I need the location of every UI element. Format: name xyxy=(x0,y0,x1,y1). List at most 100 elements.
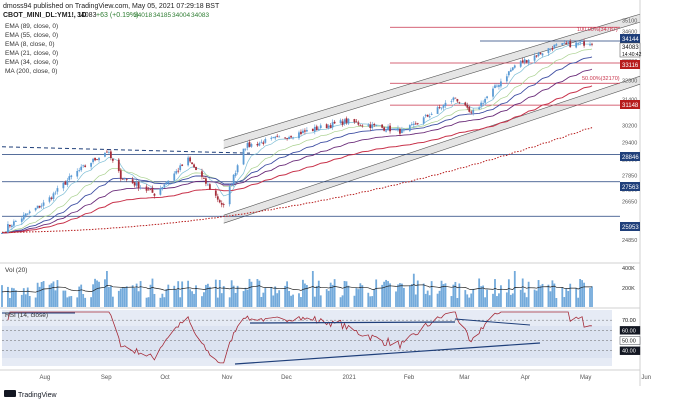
candle xyxy=(555,43,558,47)
volume-bar xyxy=(456,297,459,307)
candle xyxy=(250,142,253,148)
tradingview-logo[interactable]: TradingView xyxy=(4,390,57,399)
candle xyxy=(52,191,55,202)
volume-bar xyxy=(399,283,401,307)
volume-pane-label[interactable]: Vol (20) xyxy=(5,267,27,274)
rsi-layer: 70.00 60.00 50.00 40.00 xyxy=(2,311,641,365)
volume-bar xyxy=(12,288,15,307)
volume-bar xyxy=(292,294,294,307)
indicator-ema34[interactable]: EMA (34, close, 0) xyxy=(5,59,58,66)
volume-bar xyxy=(181,281,184,307)
volume-bar xyxy=(82,294,85,307)
candle xyxy=(10,224,13,230)
candle xyxy=(367,123,370,127)
indicator-ema8[interactable]: EMA (8, close, 0) xyxy=(5,41,55,48)
price-tick-label: 26650 xyxy=(622,199,637,205)
candle xyxy=(371,121,374,132)
volume-bar xyxy=(117,290,120,307)
volume-bar xyxy=(216,297,219,307)
volume-bar xyxy=(284,285,287,307)
volume-bar xyxy=(470,293,473,307)
ohlc-low: 34004 xyxy=(172,12,190,19)
time-tick-label: Sep xyxy=(101,375,112,381)
volume-bar xyxy=(575,288,578,307)
candle xyxy=(246,141,249,151)
candle xyxy=(179,163,182,172)
candle xyxy=(78,167,81,173)
volume-bar xyxy=(256,279,259,307)
volume-bar xyxy=(401,283,403,307)
volume-bar xyxy=(569,283,572,307)
time-axis-ticks: Aug Sep Oct Nov Dec 2021 Feb Mar Apr May Jun xyxy=(40,375,652,381)
volume-bar xyxy=(52,281,55,307)
volume-bar xyxy=(187,280,190,307)
candle xyxy=(218,198,221,204)
volume-bar xyxy=(509,294,512,307)
candle xyxy=(329,123,332,128)
volume-bar xyxy=(94,278,96,307)
last-price: 34083 xyxy=(77,12,97,19)
volume-bar xyxy=(347,285,350,307)
candle xyxy=(414,121,417,125)
candle xyxy=(345,116,348,125)
volume-bar xyxy=(551,280,554,307)
footer-brand: TradingView xyxy=(18,392,57,399)
volume-layer: 400K 200K xyxy=(1,266,635,307)
candle xyxy=(22,212,25,221)
candle xyxy=(389,122,391,134)
channel-lower-band xyxy=(223,76,640,224)
price-tick-label: 32300 xyxy=(622,78,637,84)
ema55-line xyxy=(1,68,593,234)
time-tick-label: Feb xyxy=(404,375,415,381)
rsi-tick-label: 70.00 xyxy=(622,318,636,324)
rsi-trendline-support xyxy=(234,342,541,365)
volume-bar xyxy=(327,290,330,307)
candle xyxy=(583,38,585,48)
volume-bar xyxy=(541,283,544,307)
ohlc-open: 34018 xyxy=(134,12,152,19)
candle xyxy=(305,127,308,133)
indicator-ema55[interactable]: EMA (55, close, 0) xyxy=(5,32,58,39)
volume-bar xyxy=(119,288,122,307)
candle xyxy=(302,128,304,134)
volume-bar xyxy=(108,287,110,307)
candle xyxy=(523,57,526,65)
volume-tick-label: 200K xyxy=(622,286,635,292)
candle xyxy=(264,137,267,144)
price-tick-label: 29400 xyxy=(622,140,637,146)
candle xyxy=(567,40,570,46)
volume-bar xyxy=(262,292,265,307)
time-tick-label: Aug xyxy=(40,375,51,381)
candle xyxy=(551,46,554,52)
volume-bar xyxy=(416,280,419,307)
volume-bar xyxy=(28,296,31,307)
candle xyxy=(106,149,108,153)
symbol-label: CBOT_MINI_DL:YM1!, 1D xyxy=(3,12,87,19)
badge-25953-text: 25953 xyxy=(622,225,639,231)
volume-bar xyxy=(442,284,445,307)
volume-bar xyxy=(276,293,279,307)
volume-bar xyxy=(96,280,98,307)
candle xyxy=(214,188,217,198)
rsi-band xyxy=(2,326,612,358)
candle xyxy=(410,121,413,127)
candle xyxy=(339,118,342,125)
candle xyxy=(234,170,237,178)
volume-bar xyxy=(242,291,245,307)
volume-bar xyxy=(319,295,322,307)
candle xyxy=(290,135,292,139)
volume-bar xyxy=(361,285,364,307)
candle xyxy=(440,107,443,111)
volume-bar xyxy=(484,297,486,307)
volume-bar xyxy=(535,290,538,307)
volume-bar xyxy=(26,287,29,307)
volume-bar xyxy=(313,296,316,307)
last-price-badge: 34083 14:40:42 xyxy=(619,42,642,58)
rsi-pane-label[interactable]: RSI (14, close) xyxy=(5,312,48,319)
indicator-ema89[interactable]: EMA (89, close, 0) xyxy=(5,23,58,30)
indicator-ema21[interactable]: EMA (21, close, 0) xyxy=(5,50,58,57)
indicator-ma200[interactable]: MA (200, close, 0) xyxy=(5,68,57,75)
volume-bar xyxy=(147,297,150,307)
volume-bar xyxy=(264,288,267,307)
